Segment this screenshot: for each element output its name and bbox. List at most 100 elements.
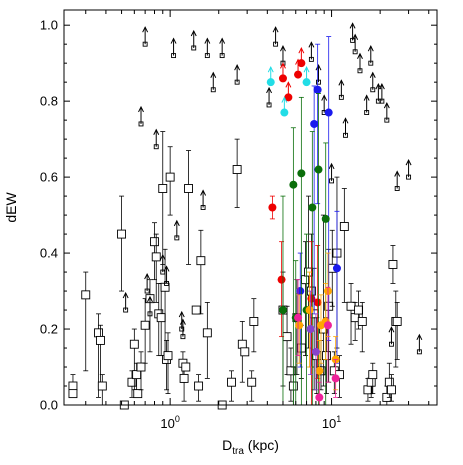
square-point bbox=[346, 301, 356, 311]
circle-point bbox=[315, 366, 324, 375]
square-point bbox=[163, 351, 173, 361]
limit-arrow-head bbox=[349, 22, 356, 29]
lower-limit-square-point bbox=[273, 41, 279, 47]
limit-arrow-head bbox=[122, 291, 129, 299]
limit-arrow-head bbox=[298, 47, 305, 54]
square-point bbox=[240, 347, 250, 357]
square-point bbox=[227, 377, 236, 387]
y-tick-label: 0.8 bbox=[40, 94, 58, 109]
square-point bbox=[179, 373, 189, 383]
circle-point bbox=[313, 298, 322, 307]
circle-point bbox=[314, 165, 323, 174]
lower-limit-square-point bbox=[379, 98, 385, 104]
square-point bbox=[384, 377, 394, 387]
lower-limit-circle-point bbox=[284, 93, 293, 102]
limit-arrow-head bbox=[219, 37, 226, 44]
lower-limit-square-point bbox=[416, 349, 422, 355]
square-point bbox=[158, 184, 168, 193]
lower-limit-square-point bbox=[394, 186, 400, 191]
limit-arrow-head bbox=[388, 326, 395, 333]
lower-limit-square-point bbox=[171, 53, 177, 59]
square-point bbox=[232, 165, 242, 174]
lower-limit-square-point bbox=[153, 144, 159, 150]
lower-limit-square-point bbox=[343, 132, 348, 138]
lower-limit-square-point bbox=[219, 53, 225, 59]
limit-arrow-head bbox=[281, 96, 288, 103]
circle-point bbox=[310, 119, 319, 128]
square-point bbox=[95, 335, 105, 345]
x-tick-label-exponent: 0 bbox=[175, 414, 180, 424]
square-point bbox=[129, 339, 139, 349]
lower-limit-circle-point bbox=[266, 78, 275, 87]
limit-arrow-head bbox=[394, 170, 401, 177]
limit-arrow-head bbox=[363, 94, 370, 101]
lower-limit-square-point bbox=[204, 53, 210, 59]
plot-area bbox=[68, 22, 423, 410]
circle-point bbox=[289, 180, 298, 189]
limit-arrow-head bbox=[163, 265, 170, 272]
y-tick-label: 1.0 bbox=[40, 18, 58, 33]
square-point bbox=[387, 385, 396, 395]
lower-limit-square-point bbox=[179, 326, 185, 332]
lower-limit-square-point bbox=[191, 45, 197, 51]
circle-point bbox=[321, 214, 330, 223]
lower-limit-square-point bbox=[147, 311, 153, 317]
square-point bbox=[151, 252, 161, 262]
circle-point bbox=[332, 264, 341, 273]
lower-limit-square-point bbox=[375, 98, 381, 104]
limit-arrow-head bbox=[153, 128, 160, 135]
limit-arrow-head bbox=[210, 71, 217, 78]
square-point bbox=[322, 351, 331, 361]
limit-arrow-head bbox=[178, 310, 185, 318]
lower-limit-circle-point bbox=[297, 59, 306, 68]
circle-point bbox=[277, 275, 286, 284]
limit-arrow-head bbox=[328, 162, 335, 170]
circle-point bbox=[305, 306, 314, 315]
square-point bbox=[97, 381, 107, 391]
lower-limit-square-point bbox=[160, 269, 166, 275]
x-tick-label-exponent: 1 bbox=[336, 414, 341, 424]
lower-limit-square-point bbox=[357, 68, 363, 74]
x-axis-title: Dtra (kpc) bbox=[222, 437, 279, 457]
lower-limit-square-point bbox=[364, 110, 370, 115]
lower-limit-square-point bbox=[266, 102, 272, 108]
y-tick-label: 0.6 bbox=[40, 170, 58, 185]
circle-point bbox=[297, 169, 306, 178]
plot-frame bbox=[63, 9, 438, 406]
limit-arrow-head bbox=[280, 62, 286, 69]
square-point bbox=[140, 320, 150, 330]
square-point bbox=[94, 328, 103, 338]
circle-point bbox=[331, 374, 340, 383]
square-point bbox=[339, 222, 349, 231]
square-point bbox=[117, 229, 127, 239]
square-point bbox=[368, 370, 378, 380]
limit-arrow-head bbox=[272, 26, 279, 33]
x-tick-label: 100 bbox=[160, 414, 179, 431]
lower-limit-square-point bbox=[406, 174, 412, 180]
lower-limit-square-point bbox=[144, 288, 150, 294]
x-tick-label: 101 bbox=[322, 414, 341, 431]
circle-point bbox=[278, 306, 287, 315]
square-point bbox=[194, 381, 204, 391]
square-point bbox=[357, 316, 367, 326]
lower-limit-square-point bbox=[234, 79, 240, 85]
limit-arrow-head bbox=[308, 41, 315, 48]
limit-arrow-head bbox=[144, 272, 151, 280]
limit-arrow-head bbox=[234, 64, 241, 71]
square-point bbox=[282, 332, 292, 342]
x-tick-label-base: 10 bbox=[322, 416, 336, 431]
limit-arrow-head bbox=[352, 33, 359, 41]
square-point bbox=[388, 260, 398, 269]
square-point bbox=[68, 381, 78, 391]
limit-arrow-head bbox=[179, 318, 186, 325]
limit-arrow-head bbox=[173, 219, 180, 227]
circle-point bbox=[306, 325, 315, 334]
lower-limit-square-point bbox=[174, 235, 180, 241]
circle-point bbox=[296, 287, 305, 296]
limit-arrow-head bbox=[280, 45, 286, 52]
lower-limit-square-point bbox=[142, 41, 148, 47]
square-point bbox=[247, 377, 257, 387]
limit-arrow-head bbox=[405, 158, 412, 166]
limit-arrow-head bbox=[200, 189, 207, 196]
